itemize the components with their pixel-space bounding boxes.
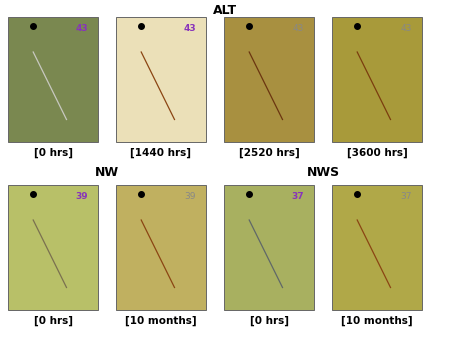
Text: NW: NW	[95, 166, 119, 178]
Bar	[332, 17, 422, 142]
Bar	[224, 185, 314, 310]
Text: NWS: NWS	[306, 166, 340, 178]
Bar	[116, 17, 206, 142]
Bar	[332, 185, 422, 310]
Text: [3600 hrs]: [3600 hrs]	[346, 148, 407, 158]
Text: 39: 39	[184, 192, 196, 201]
Bar	[224, 17, 314, 142]
Text: 43: 43	[292, 24, 303, 33]
Text: [0 hrs]: [0 hrs]	[33, 148, 72, 158]
Text: [10 months]: [10 months]	[341, 316, 413, 326]
Text: 43: 43	[400, 24, 411, 33]
Text: [2520 hrs]: [2520 hrs]	[238, 148, 299, 158]
Text: 43: 43	[76, 24, 88, 33]
Bar	[8, 17, 98, 142]
Text: [0 hrs]: [0 hrs]	[249, 316, 288, 326]
Text: 37: 37	[400, 192, 412, 201]
Text: [1440 hrs]: [1440 hrs]	[130, 148, 192, 158]
Bar	[8, 185, 98, 310]
Text: 37: 37	[292, 192, 304, 201]
Text: ALT: ALT	[213, 5, 237, 18]
Text: [10 months]: [10 months]	[125, 316, 197, 326]
Text: [0 hrs]: [0 hrs]	[33, 316, 72, 326]
Text: 39: 39	[76, 192, 88, 201]
Bar	[116, 185, 206, 310]
Text: 43: 43	[184, 24, 196, 33]
